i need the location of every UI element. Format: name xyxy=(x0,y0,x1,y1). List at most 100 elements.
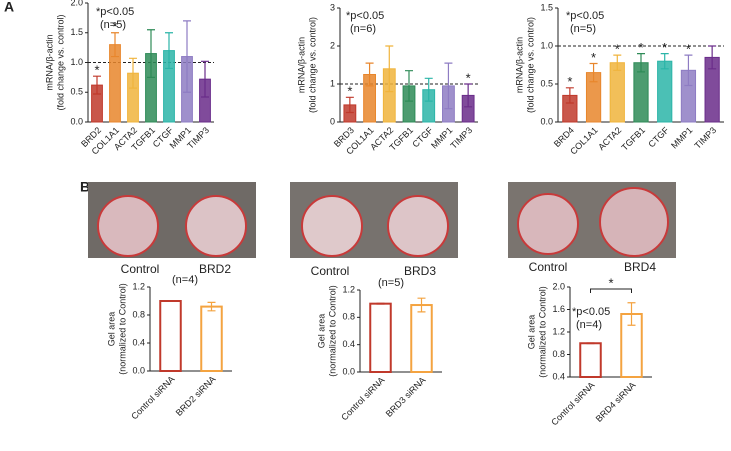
significance-star: * xyxy=(662,40,667,55)
gel-well xyxy=(517,193,579,255)
annotation: *p<0.05 xyxy=(572,306,610,318)
error-bar xyxy=(165,32,173,70)
photo-label: Control xyxy=(529,260,568,274)
x-tick-label: Control siRNA xyxy=(129,374,176,421)
y-tick-label: 1.2 xyxy=(342,284,355,294)
error-bar xyxy=(129,57,137,89)
y-tick-label: 2 xyxy=(330,40,335,50)
annotation: (n=4) xyxy=(172,274,198,286)
error-bar xyxy=(147,29,155,78)
bar xyxy=(609,62,625,123)
gel-well xyxy=(301,195,363,257)
y-axis-label: (fold change vs. control) xyxy=(525,17,535,113)
y-tick-label: 0.4 xyxy=(552,371,565,381)
y-tick-label: 1.2 xyxy=(552,326,565,336)
photo-label: BRD3 xyxy=(404,264,436,278)
y-tick-label: 2.0 xyxy=(70,0,83,7)
y-tick-label: 1.5 xyxy=(540,2,553,12)
error-bar xyxy=(183,20,191,93)
y-tick-label: 3 xyxy=(330,2,335,12)
error-bar xyxy=(376,302,385,305)
y-axis-label: mRNA/β-actin xyxy=(296,37,306,93)
y-axis-label: Gel area xyxy=(526,315,536,350)
x-tick-label: CTGF xyxy=(646,125,671,150)
y-tick-label: 0.5 xyxy=(70,87,83,97)
gel-well xyxy=(599,187,669,257)
error-bar xyxy=(627,302,636,326)
y-axis-label: (fold change vs. control) xyxy=(307,17,317,113)
y-tick-label: 0.5 xyxy=(540,78,553,88)
error-bar xyxy=(207,301,216,312)
y-tick-label: 0.4 xyxy=(132,337,145,347)
error-bar xyxy=(444,62,453,110)
y-tick-label: 0 xyxy=(330,116,335,126)
photo xyxy=(290,182,458,258)
y-tick-label: 1.2 xyxy=(132,281,145,291)
y-axis-label: (normalized to Control) xyxy=(537,286,547,378)
error-bar xyxy=(708,45,717,70)
y-tick-label: 1.0 xyxy=(70,57,83,67)
error-bar xyxy=(201,60,209,98)
error-bar xyxy=(166,300,175,302)
y-tick-label: 0.4 xyxy=(342,339,355,349)
photo-label: Control xyxy=(311,264,350,278)
bar xyxy=(159,300,182,372)
y-tick-label: 1.0 xyxy=(540,40,553,50)
x-tick-label: Control siRNA xyxy=(339,375,386,422)
photo-label: BRD4 xyxy=(624,260,656,274)
bar xyxy=(200,305,223,373)
significance-star: * xyxy=(615,42,620,57)
photo-label: BRD2 xyxy=(199,262,231,276)
x-tick-label: Control siRNA xyxy=(549,380,596,427)
significance-star: * xyxy=(466,70,471,85)
y-tick-label: 0.0 xyxy=(540,116,553,126)
y-tick-label: 0.8 xyxy=(552,349,565,359)
significance-star: * xyxy=(567,74,572,89)
error-bar xyxy=(464,83,473,108)
annotation: (n=5) xyxy=(378,277,404,289)
y-tick-label: 1 xyxy=(330,78,335,88)
bar xyxy=(657,60,673,123)
x-tick-label: TIMP3 xyxy=(692,125,718,151)
significance-star: * xyxy=(591,50,596,65)
significance-star: * xyxy=(347,84,352,99)
error-bar xyxy=(417,297,426,313)
error-bar xyxy=(93,75,101,95)
bar xyxy=(410,304,433,373)
y-tick-label: 2.0 xyxy=(552,281,565,291)
annotation: (n=5) xyxy=(570,23,596,35)
error-bar xyxy=(586,342,595,345)
x-tick-label: BRD4 siRNA xyxy=(594,380,638,424)
y-tick-label: 0.0 xyxy=(70,116,83,126)
gel-well xyxy=(185,195,247,257)
significance-bracket xyxy=(590,288,632,293)
photo-label: Control xyxy=(121,262,160,276)
annotation: *p<0.05 xyxy=(346,10,384,22)
significance-star: * xyxy=(112,19,117,34)
panel-label: A xyxy=(4,0,14,15)
x-tick-label: TGFB1 xyxy=(620,125,648,153)
panel-label: B xyxy=(80,179,90,195)
y-axis-label: (normalized to Control) xyxy=(327,285,337,377)
bar xyxy=(579,342,602,378)
annotation: (n=6) xyxy=(350,23,376,35)
y-axis-label: Gel area xyxy=(316,314,326,349)
error-bar xyxy=(565,87,574,104)
significance-star: * xyxy=(686,42,691,57)
photo xyxy=(88,182,256,258)
error-bar xyxy=(385,45,394,93)
annotation: (n=5) xyxy=(100,19,126,31)
y-tick-label: 0.0 xyxy=(342,366,355,376)
y-tick-label: 0.8 xyxy=(342,312,355,322)
y-tick-label: 1.5 xyxy=(70,27,83,37)
gel-well xyxy=(387,195,449,257)
y-tick-label: 1.6 xyxy=(552,304,565,314)
error-bar xyxy=(613,54,622,71)
y-axis-label: Gel area xyxy=(106,312,116,347)
annotation: *p<0.05 xyxy=(566,10,604,22)
y-axis-label: mRNA/β-actin xyxy=(514,37,524,93)
bar xyxy=(369,302,392,373)
x-tick-label: MMP1 xyxy=(669,125,694,150)
photo xyxy=(508,182,676,258)
